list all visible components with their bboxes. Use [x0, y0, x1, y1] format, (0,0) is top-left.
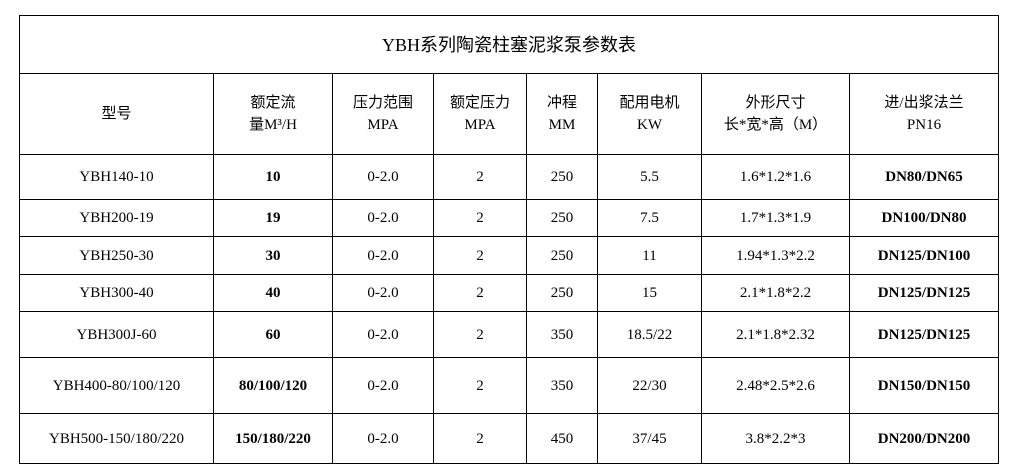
pump-parameter-table: YBH系列陶瓷柱塞泥浆泵参数表 型号 额定流量M³/H 压力范围 MPA 额定压力 MPA… [18, 15, 1000, 464]
cell-flange: DN125/DN100 [848, 236, 1000, 275]
cell-motor: 5.5 [597, 154, 702, 200]
header-line1: 压力范围 [352, 95, 413, 111]
header-pressure-range: 压力范围 MPA [332, 73, 434, 155]
cell-motor: 7.5 [597, 199, 702, 237]
header-line2: MM [548, 117, 576, 133]
table-title: YBH系列陶瓷柱塞泥浆泵参数表 [18, 15, 1000, 74]
cell-flow: 40 [213, 274, 333, 312]
cell-dimensions: 1.6*1.2*1.6 [701, 154, 850, 200]
cell-pressure-range: 0-2.0 [332, 413, 434, 464]
cell-pressure-range: 0-2.0 [332, 357, 434, 414]
cell-rated-pressure: 2 [433, 357, 527, 414]
cell-model: YBH250-30 [19, 236, 214, 275]
header-line1: 额定流 [250, 95, 296, 111]
cell-pressure-range: 0-2.0 [332, 154, 434, 200]
table-row: YBH300-40 40 0-2.0 2 250 15 2.1*1.8*2.2 DN125/D… [19, 274, 1000, 312]
cell-rated-pressure: 2 [433, 413, 527, 464]
cell-motor: 15 [597, 274, 702, 312]
table-row: YBH300J-60 60 0-2.0 2 350 18.5/22 2.1*1.8*2.32… [19, 311, 1000, 358]
cell-model: YBH400-80/100/120 [19, 357, 214, 414]
cell-dimensions: 2.1*1.8*2.32 [701, 311, 850, 358]
cell-stroke: 250 [526, 274, 598, 312]
cell-flow: 60 [213, 311, 333, 358]
header-row: 型号 额定流量M³/H 压力范围 MPA 额定压力 MPA 冲程 MM 配用电机 KW 外形尺寸长*… [19, 73, 1000, 155]
cell-stroke: 250 [526, 199, 598, 237]
cell-pressure-range: 0-2.0 [332, 274, 434, 312]
cell-flange: DN100/DN80 [848, 199, 1000, 237]
cell-stroke: 250 [526, 236, 598, 275]
header-line1: 额定压力 [449, 95, 510, 111]
header-line2: MPA [464, 117, 496, 133]
cell-pressure-range: 0-2.0 [332, 236, 434, 275]
header-line1: 进/出浆法兰 [884, 95, 964, 111]
cell-rated-pressure: 2 [433, 274, 527, 312]
cell-model: YBH140-10 [19, 154, 214, 200]
cell-stroke: 250 [526, 154, 598, 200]
header-line2: KW [637, 117, 662, 133]
cell-flow: 19 [213, 199, 333, 237]
cell-stroke: 450 [526, 413, 598, 464]
table-row: YBH250-30 30 0-2.0 2 250 11 1.94*1.3*2.2 DN125/… [19, 236, 1000, 275]
cell-model: YBH300-40 [19, 274, 214, 312]
cell-dimensions: 1.94*1.3*2.2 [701, 236, 850, 275]
cell-motor: 18.5/22 [597, 311, 702, 358]
header-motor: 配用电机 KW [597, 73, 702, 155]
header-line2: PN16 [906, 117, 942, 133]
cell-motor: 11 [597, 236, 702, 275]
header-line2: 长*宽*高（M） [723, 117, 828, 133]
cell-flange: DN150/DN150 [848, 357, 1000, 414]
header-dimensions: 外形尺寸长*宽*高（M） [701, 73, 850, 155]
cell-flow: 30 [213, 236, 333, 275]
cell-rated-pressure: 2 [433, 154, 527, 200]
cell-flow: 10 [213, 154, 333, 200]
cell-model: YBH200-19 [19, 199, 214, 237]
cell-stroke: 350 [526, 357, 598, 414]
cell-motor: 37/45 [597, 413, 702, 464]
cell-model: YBH500-150/180/220 [19, 413, 214, 464]
header-flow: 额定流量M³/H [213, 73, 333, 155]
cell-dimensions: 3.8*2.2*3 [701, 413, 850, 464]
cell-rated-pressure: 2 [433, 311, 527, 358]
header-line1: 型号 [101, 106, 132, 122]
header-line2: MPA [367, 117, 399, 133]
header-line2: 量M³/H [249, 117, 297, 133]
cell-rated-pressure: 2 [433, 199, 527, 237]
cell-pressure-range: 0-2.0 [332, 311, 434, 358]
header-line1: 冲程 [546, 95, 577, 111]
header-line1: 配用电机 [619, 95, 680, 111]
cell-flange: DN200/DN200 [848, 413, 1000, 464]
table-row: YBH500-150/180/220 150/180/220 0-2.0 2 450 37… [19, 413, 1000, 464]
cell-flange: DN80/DN65 [848, 154, 1000, 200]
header-flange: 进/出浆法兰 PN16 [848, 73, 1000, 155]
cell-flange: DN125/DN125 [848, 311, 1000, 358]
cell-motor: 22/30 [597, 357, 702, 414]
header-stroke: 冲程 MM [526, 73, 598, 155]
cell-dimensions: 2.48*2.5*2.6 [701, 357, 850, 414]
table-row: YBH200-19 19 0-2.0 2 250 7.5 1.7*1.3*1.9 DN100/… [19, 199, 1000, 237]
cell-pressure-range: 0-2.0 [332, 199, 434, 237]
cell-flange: DN125/DN125 [848, 274, 1000, 312]
header-rated-pressure: 额定压力 MPA [433, 73, 527, 155]
cell-rated-pressure: 2 [433, 236, 527, 275]
header-model: 型号 [19, 73, 214, 155]
cell-stroke: 350 [526, 311, 598, 358]
table-row: YBH400-80/100/120 80/100/120 0-2.0 2 350 22/3… [19, 357, 1000, 414]
cell-flow: 150/180/220 [213, 413, 333, 464]
cell-dimensions: 1.7*1.3*1.9 [701, 199, 850, 237]
cell-flow: 80/100/120 [213, 357, 333, 414]
cell-dimensions: 2.1*1.8*2.2 [701, 274, 850, 312]
cell-model: YBH300J-60 [19, 311, 214, 358]
table-row: YBH140-10 10 0-2.0 2 250 5.5 1.6*1.2*1.6 DN80/D… [19, 154, 1000, 200]
header-line1: 外形尺寸 [745, 95, 806, 111]
